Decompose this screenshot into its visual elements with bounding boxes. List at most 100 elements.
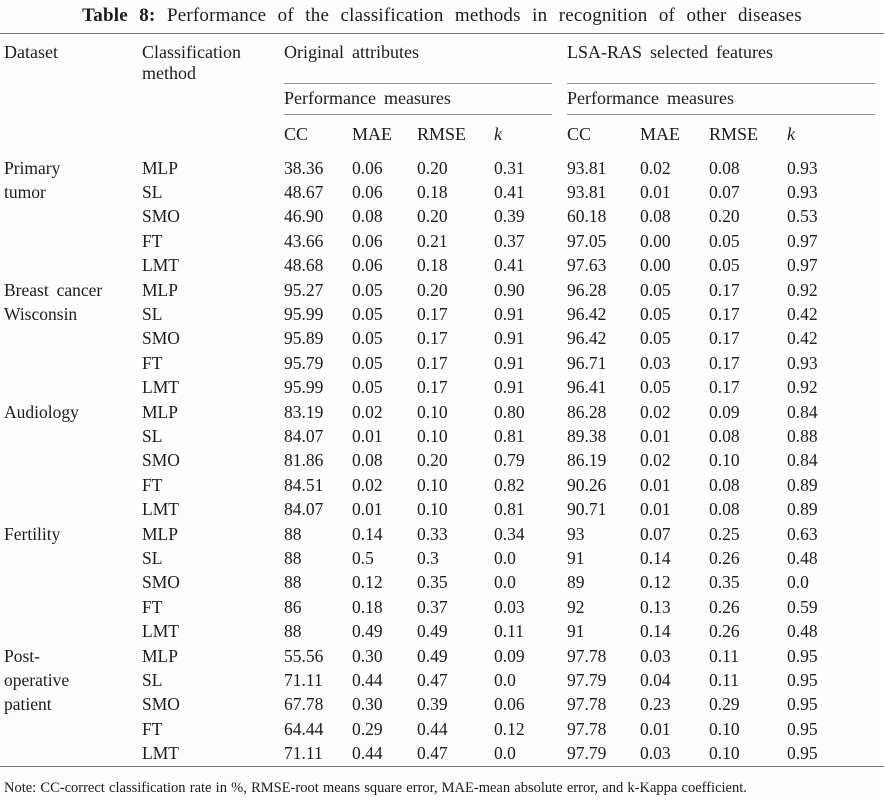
metric-value: 93.81 [567, 157, 607, 178]
metric-value: 0.95 [787, 718, 818, 739]
metric-value: 0.39 [494, 206, 525, 227]
table-row: SMO 88 0.12 0.35 0.0 89 0.12 0.35 0.0 [0, 570, 884, 594]
group-header-lsa-ras: LSA-RAS selected features [567, 34, 884, 84]
metric-value: 0.10 [417, 474, 448, 495]
metric-value: 0.06 [352, 181, 383, 202]
table-row: FT 64.44 0.29 0.44 0.12 97.78 0.01 0.10 0.95 [0, 717, 884, 741]
metric-value: 0.04 [640, 670, 671, 691]
metric-value: 0.06 [352, 157, 383, 178]
header-row-metrics: CC MAE RMSE k CC MAE RMSE k [0, 115, 884, 156]
metric-value: 0.17 [417, 377, 448, 398]
metric-value: 0.11 [494, 621, 524, 642]
metric-value: 0.53 [787, 206, 818, 227]
metric-value: 0.05 [709, 255, 740, 276]
col-header-k-original: k [494, 123, 502, 144]
method-label: LMT [142, 499, 179, 520]
metric-value: 0.10 [709, 450, 740, 471]
metric-value: 0.00 [640, 230, 671, 251]
metric-value: 0.05 [352, 377, 383, 398]
method-label: SL [142, 425, 163, 446]
metric-value: 0.30 [352, 694, 383, 715]
table-caption-text: Performance of the classification method… [166, 5, 802, 26]
metric-value: 92 [567, 596, 585, 617]
metric-value: 0.08 [709, 474, 740, 495]
col-header-rmse-lsa: RMSE [709, 123, 759, 144]
metric-value: 67.78 [284, 694, 324, 715]
metric-value: 0.0 [494, 743, 516, 764]
metric-value: 0.10 [417, 425, 448, 446]
table-row: LMT 84.07 0.01 0.10 0.81 90.71 0.01 0.08 0.89 [0, 497, 884, 521]
metric-value: 0.90 [494, 279, 525, 300]
metric-value: 0.0 [494, 670, 516, 691]
metric-value: 48.67 [284, 181, 324, 202]
metric-value: 0.10 [709, 743, 740, 764]
metric-value: 0.89 [787, 499, 818, 520]
metric-value: 0.31 [494, 157, 525, 178]
table-row: Post- operative patient MLP 55.56 0.30 0.49 0… [0, 644, 884, 715]
metric-value: 0.25 [709, 523, 740, 544]
metric-value: 0.20 [417, 157, 448, 178]
metric-value: 0.14 [640, 548, 671, 568]
metric-value: 0.91 [494, 303, 525, 324]
metric-value: 0.14 [640, 621, 671, 642]
method-label: MLP [142, 157, 178, 178]
dataset-label: Post- operative patient [4, 645, 70, 715]
metric-value: 0.02 [352, 474, 383, 495]
metric-value: 55.56 [284, 645, 324, 666]
metric-value: 95.79 [284, 352, 324, 373]
method-label: FT [142, 718, 163, 739]
metric-value: 0.17 [709, 279, 740, 300]
table-row: SMO 67.78 0.30 0.39 0.06 97.78 0.23 0.29 0.95 [0, 692, 884, 716]
col-header-rmse-original: RMSE [417, 123, 467, 144]
method-label: SMO [142, 328, 180, 349]
metric-value: 0.41 [494, 181, 525, 202]
table-row: Audiology MLP 83.19 0.02 0.10 0.80 86.28 0.02 0.… [0, 400, 884, 424]
metric-value: 0.01 [352, 425, 383, 446]
metric-value: 0.30 [352, 645, 383, 666]
metric-value: 48.68 [284, 255, 324, 276]
metric-value: 89.38 [567, 425, 607, 446]
metric-value: 0.14 [352, 523, 383, 544]
method-label: SL [142, 303, 163, 324]
metric-value: 0.95 [787, 743, 818, 764]
dataset-label: Primary tumor [4, 157, 61, 202]
metric-value: 0.81 [494, 499, 525, 520]
metric-value: 0.92 [787, 279, 818, 300]
metric-value: 97.78 [567, 645, 607, 666]
metric-value: 0.0 [494, 572, 516, 593]
metric-value: 0.0 [787, 572, 809, 593]
table-row: Fertility MLP 88 0.14 0.33 0.34 93 0.07 0.25 0.63 [0, 522, 884, 546]
metric-value: 96.71 [567, 352, 607, 373]
metric-value: 0.20 [417, 206, 448, 227]
metric-value: 97.79 [567, 670, 607, 691]
method-label: MLP [142, 645, 178, 666]
metric-value: 0.47 [417, 670, 448, 691]
metric-value: 0.95 [787, 670, 818, 691]
table-row: SL 71.11 0.44 0.47 0.0 97.79 0.04 0.11 0.95 [0, 668, 884, 692]
metric-value: 0.07 [640, 523, 671, 544]
metric-value: 93 [567, 523, 585, 544]
metric-value: 0.17 [417, 352, 448, 373]
metric-value: 0.21 [417, 230, 448, 251]
metric-value: 0.05 [709, 230, 740, 251]
metric-value: 0.92 [787, 377, 818, 398]
metric-value: 0.93 [787, 352, 818, 373]
table-row: Primary tumor MLP 38.36 0.06 0.20 0.31 93.81 0.… [0, 156, 884, 202]
metric-value: 96.28 [567, 279, 607, 300]
metric-value: 0.03 [640, 352, 671, 373]
metric-value: 81.86 [284, 450, 324, 471]
table-row: FT 86 0.18 0.37 0.03 92 0.13 0.26 0.59 [0, 595, 884, 619]
metric-value: 0.10 [417, 499, 448, 520]
results-table: Dataset Classification method Original a… [0, 33, 884, 767]
metric-value: 90.26 [567, 474, 607, 495]
table-row: LMT 71.11 0.44 0.47 0.0 97.79 0.03 0.10 0.95 [0, 741, 884, 766]
metric-value: 0.42 [787, 303, 818, 324]
table-caption: Table 8: Performance of the classificati… [0, 0, 884, 33]
metric-value: 38.36 [284, 157, 324, 178]
method-label: SMO [142, 694, 180, 715]
metric-value: 86 [284, 596, 302, 617]
metric-value: 0.20 [709, 206, 740, 227]
metric-value: 0.05 [352, 352, 383, 373]
method-label: MLP [142, 523, 178, 544]
method-label: LMT [142, 255, 179, 276]
